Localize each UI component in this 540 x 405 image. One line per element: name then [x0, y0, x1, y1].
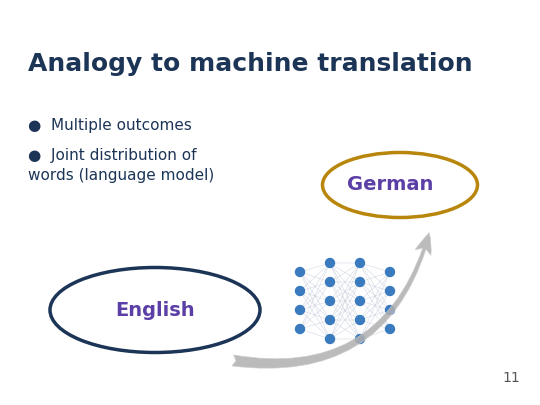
Circle shape	[326, 335, 334, 343]
Text: English: English	[115, 301, 195, 320]
Circle shape	[355, 315, 364, 324]
Circle shape	[386, 286, 395, 296]
Circle shape	[355, 277, 364, 286]
Circle shape	[355, 296, 364, 305]
Text: 11: 11	[502, 371, 520, 385]
Circle shape	[355, 258, 364, 267]
Text: Analogy to machine translation: Analogy to machine translation	[28, 52, 472, 76]
Circle shape	[295, 267, 305, 277]
Circle shape	[295, 286, 305, 296]
Circle shape	[386, 305, 395, 315]
Text: ●  Multiple outcomes: ● Multiple outcomes	[28, 118, 192, 133]
Circle shape	[295, 324, 305, 333]
Circle shape	[355, 335, 364, 343]
Circle shape	[326, 315, 334, 324]
Circle shape	[326, 296, 334, 305]
Text: ●  Joint distribution of
words (language model): ● Joint distribution of words (language …	[28, 148, 214, 183]
FancyArrowPatch shape	[232, 233, 431, 368]
Circle shape	[326, 258, 334, 267]
Circle shape	[386, 324, 395, 333]
Circle shape	[295, 305, 305, 315]
Text: German: German	[347, 175, 433, 194]
Circle shape	[386, 267, 395, 277]
Circle shape	[326, 277, 334, 286]
